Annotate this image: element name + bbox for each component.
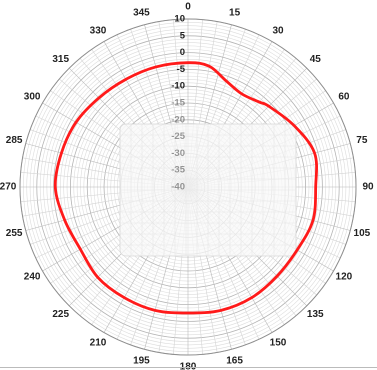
angle-tick-label: 270 — [0, 182, 17, 193]
radial-tick-label: -10 — [171, 81, 185, 92]
angle-tick-label: 105 — [354, 228, 371, 239]
angle-tick-label: 315 — [52, 54, 69, 65]
inner-grid-box — [119, 123, 297, 257]
radial-tick-label: 5 — [180, 30, 186, 41]
angle-tick-label: 15 — [229, 8, 241, 19]
radial-tick-label: -25 — [171, 131, 185, 142]
radial-tick-labels: 10 5 0 -5 -10 -15 -20 -25 -30 -35 -40 — [171, 14, 185, 193]
angle-tick-label: 90 — [362, 182, 374, 193]
angle-tick-label: 165 — [226, 355, 243, 366]
angle-tick-label: 45 — [310, 54, 322, 65]
radial-tick-label: -15 — [171, 98, 185, 109]
radial-tick-label: 10 — [174, 14, 185, 25]
angle-tick-label: 255 — [6, 228, 23, 239]
angle-tick-label: 285 — [6, 135, 23, 146]
radial-tick-label: -30 — [171, 148, 185, 159]
angle-tick-label: 180 — [180, 362, 197, 370]
series-layer — [53, 61, 318, 315]
radial-tick-label: -5 — [177, 64, 186, 75]
angle-tick-label: 225 — [52, 309, 69, 320]
angle-tick-label: 150 — [270, 337, 287, 348]
angle-tick-label: 60 — [338, 92, 350, 103]
angle-tick-label: 0 — [185, 2, 191, 13]
bottom-divider — [0, 367, 377, 368]
radial-tick-label: -40 — [171, 182, 185, 193]
angle-tick-label: 345 — [133, 8, 150, 19]
angle-tick-label: 75 — [356, 135, 368, 146]
angle-tick-label: 120 — [336, 272, 353, 283]
angle-tick-label: 210 — [90, 337, 107, 348]
angle-tick-label: 195 — [133, 355, 150, 366]
radial-tick-label: 0 — [180, 47, 185, 58]
outer-ring — [19, 18, 357, 356]
angle-tick-label: 300 — [24, 92, 41, 103]
angle-tick-label: 240 — [24, 272, 41, 283]
angle-tick-label: 135 — [307, 309, 324, 320]
angle-tick-label: 30 — [272, 26, 284, 37]
radial-tick-label: -20 — [171, 114, 185, 125]
radial-tick-label: -35 — [171, 165, 185, 176]
angle-tick-label: 330 — [90, 26, 107, 37]
